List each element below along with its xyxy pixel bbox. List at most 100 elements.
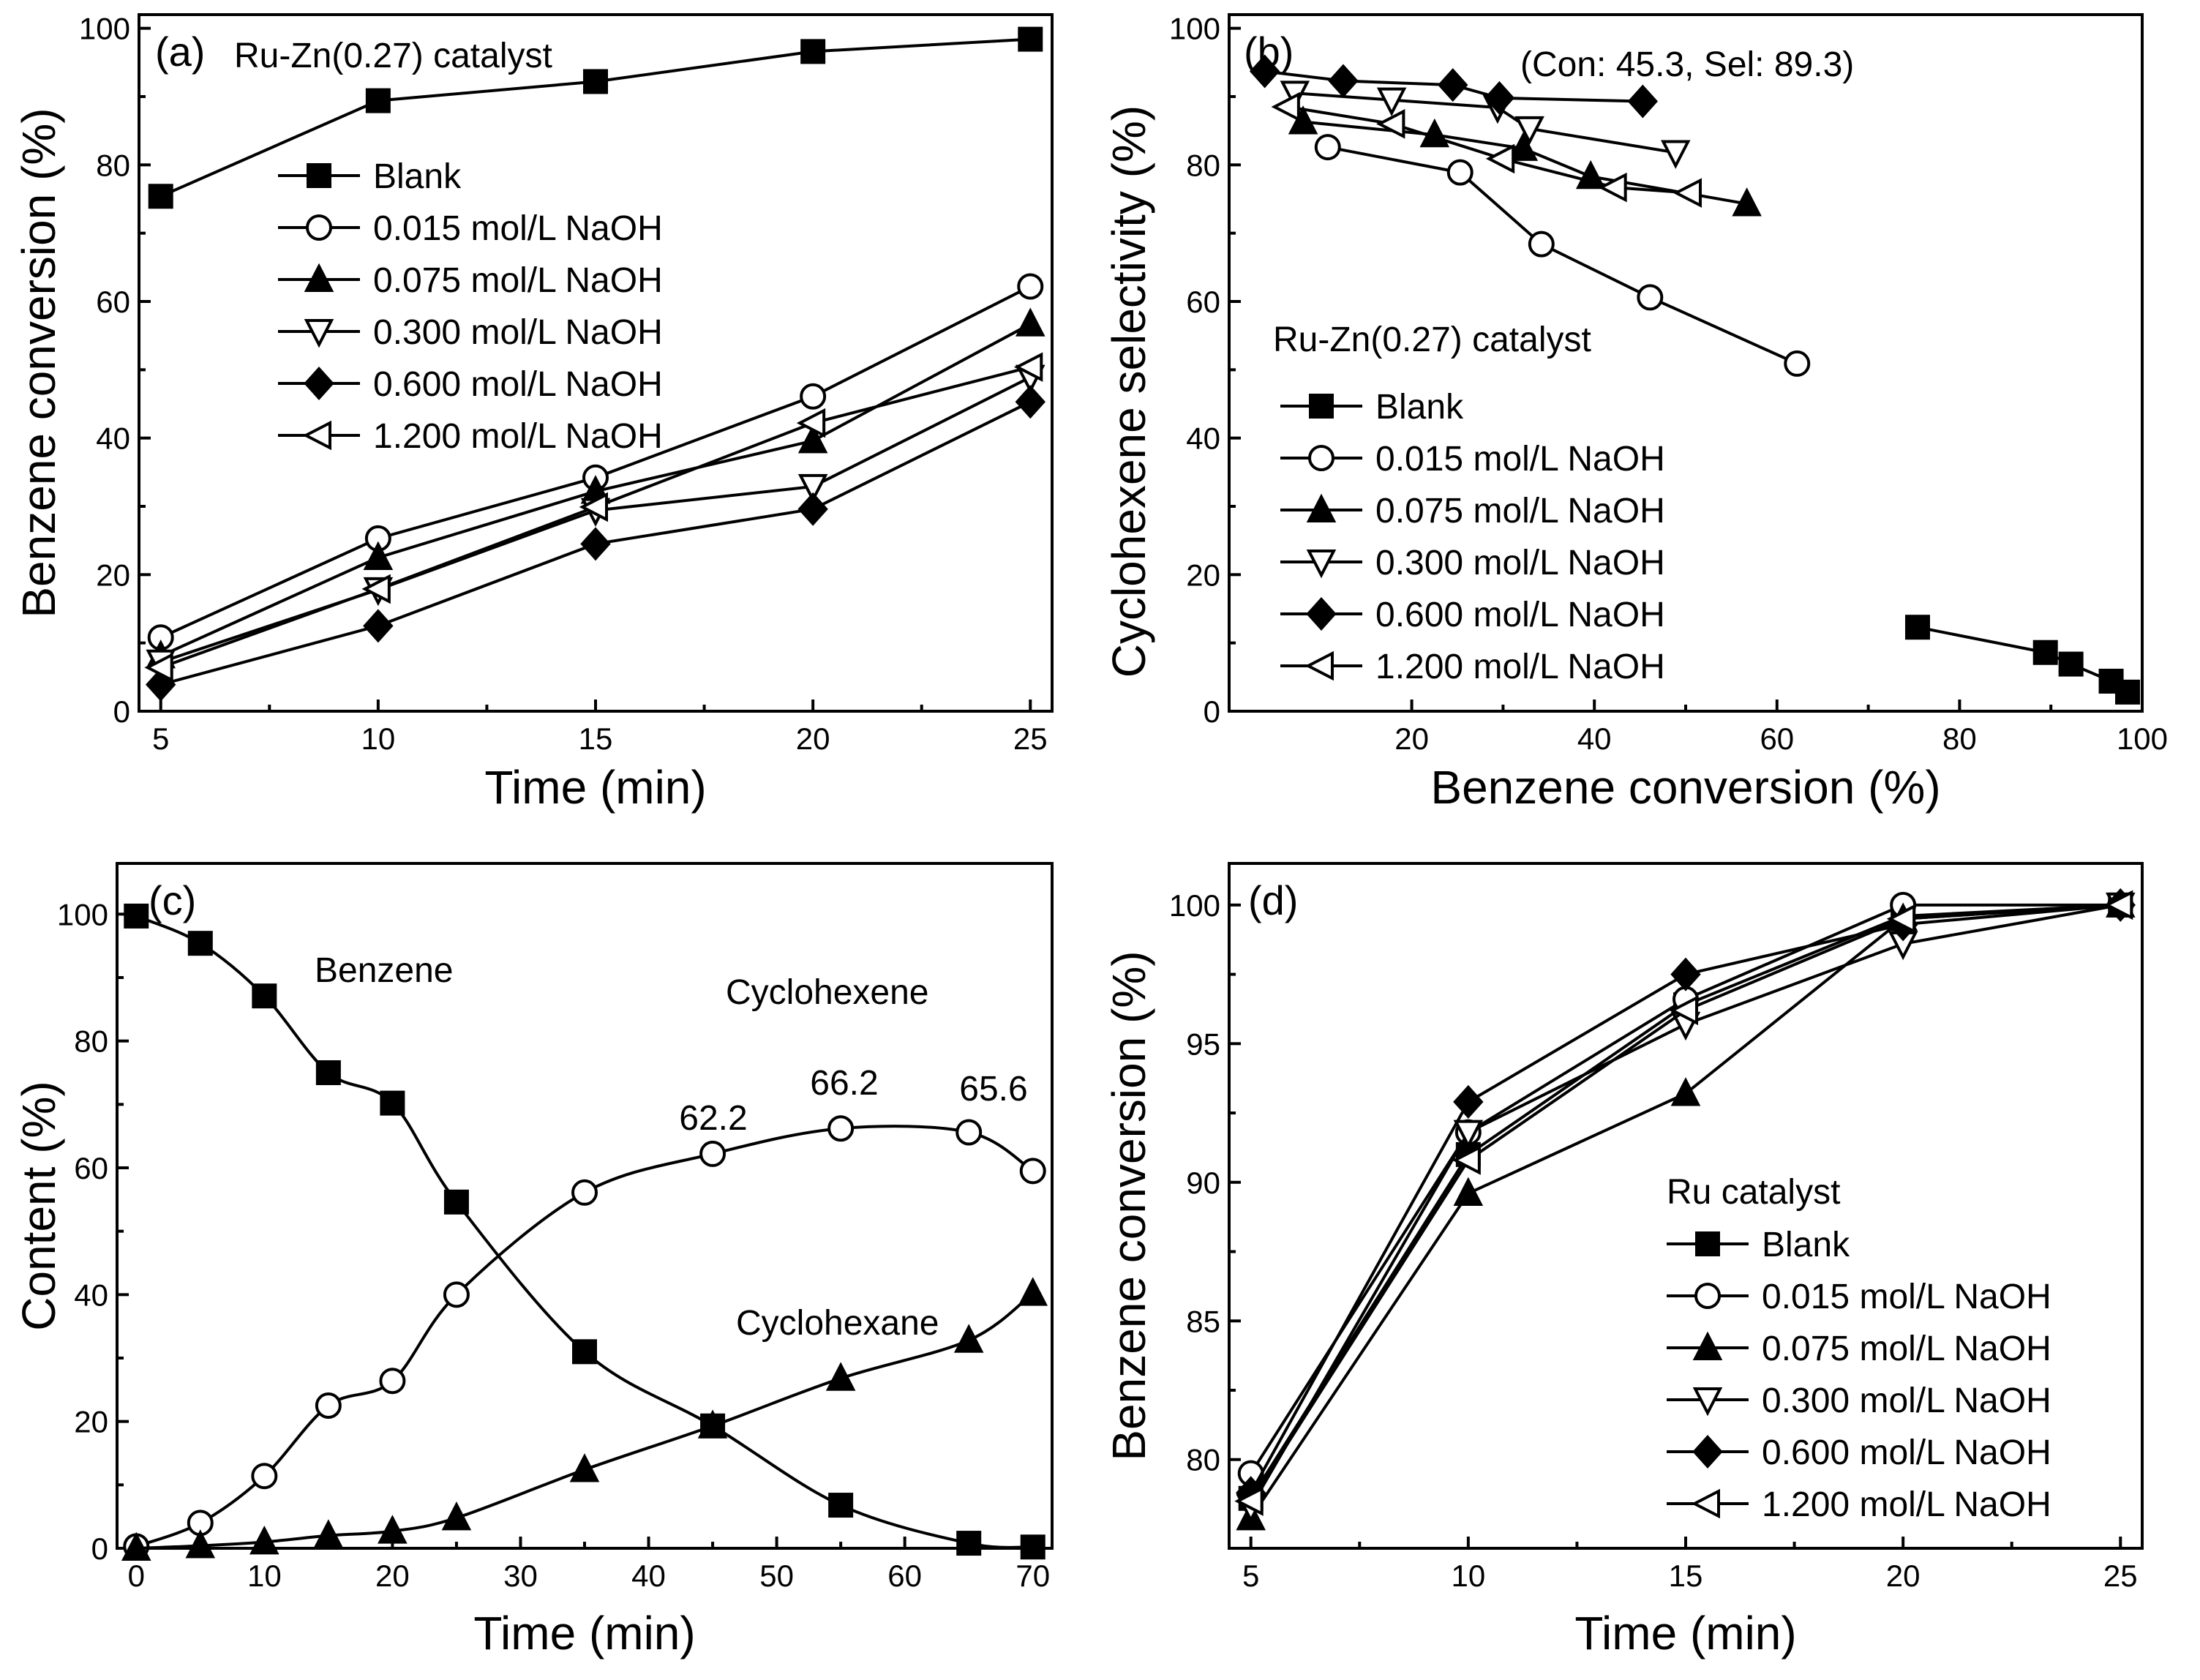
panel-d-legend-title: Ru catalyst (1667, 1173, 1840, 1212)
data-point-1-200-mol-l-naoh (1234, 1486, 1264, 1516)
data-point-1-200-mol-l-naoh (2103, 890, 2133, 920)
x-tick-label: 25 (2103, 1559, 2138, 1593)
legend-item-0-015-mol-l-naoh: 0.015 mol/L NaOH (1280, 440, 1665, 479)
legend-label: 0.600 mol/L NaOH (1375, 596, 1665, 634)
panel-c-ylabel: Content (%) (12, 1081, 65, 1330)
data-point-0-075-mol-l-naoh (1670, 1077, 1701, 1106)
legend-label: 0.075 mol/L NaOH (373, 261, 663, 300)
y-tick-label: 20 (74, 1405, 108, 1439)
data-point-cyclohexane (953, 1324, 984, 1353)
data-point-0-600-mol-l-naoh (580, 527, 611, 561)
series-0-075-mol-l-naoh (146, 307, 1045, 669)
data-point-0-075-mol-l-naoh (1288, 105, 1318, 135)
legend-item-0-600-mol-l-naoh: 0.600 mol/L NaOH (278, 365, 663, 404)
data-point-1-200-mol-l-naoh (1669, 995, 1698, 1026)
data-point-0-600-mol-l-naoh (1438, 68, 1468, 102)
legend-item-0-075-mol-l-naoh: 0.075 mol/L NaOH (278, 261, 663, 300)
x-tick-label: 5 (152, 721, 169, 756)
panel-a-ylabel: Benzene conversion (%) (12, 108, 65, 618)
data-point-0-300-mol-l-naoh (1453, 1120, 1484, 1149)
data-point-1-200-mol-l-naoh (1485, 143, 1515, 174)
panel-b: 20 40 60 80 100 0 20 40 60 80 100 (b) (Con: 45.3, … (1103, 12, 2168, 814)
panel-a-legend: Blank 0.015 mol/L NaOH 0.075 mol/L NaOH 0.3… (278, 157, 663, 456)
panel-a-label: (a) (155, 29, 205, 75)
data-point-benzene (1020, 1534, 1045, 1560)
panel-b-ticks: 20 40 60 80 100 0 20 40 60 80 100 (1169, 12, 2168, 756)
series-blank (148, 26, 1043, 209)
legend-label: 0.300 mol/L NaOH (1375, 544, 1665, 582)
panel-c-frame (116, 862, 1054, 1550)
data-point-1-200-mol-l-naoh (144, 652, 173, 683)
x-tick-label: 10 (361, 721, 395, 756)
panel-d-ylabel: Benzene conversion (%) (1103, 950, 1155, 1460)
x-tick-label: 60 (887, 1559, 922, 1593)
legend-label: Blank (1375, 388, 1464, 427)
x-tick-label: 20 (796, 721, 830, 756)
data-point-cyclohexane (313, 1519, 344, 1548)
data-point-0-015-mol-l-naoh (1528, 230, 1555, 258)
series-cyclohexene (123, 1115, 1046, 1560)
y-tick-label: 60 (74, 1151, 108, 1185)
y-tick-label: 40 (74, 1278, 108, 1312)
data-point-cyclohexane (441, 1501, 472, 1531)
data-point-0-015-mol-l-naoh (1446, 159, 1473, 186)
series-1-200-mol-l-naoh (144, 352, 1043, 683)
legend-marker-0-015-mol-l-naoh (306, 214, 332, 241)
legend-marker-blank (1309, 394, 1334, 419)
legend-marker-0-600-mol-l-naoh (1306, 597, 1337, 631)
y-tick-label: 20 (1186, 558, 1220, 592)
panel-a-ticks: 5 10 15 20 25 0 20 40 60 80 100 (79, 12, 1048, 756)
x-tick-label: 25 (1013, 721, 1048, 756)
data-point-1-200-mol-l-naoh (1271, 91, 1300, 122)
data-point-blank (148, 184, 173, 209)
y-tick-label: 60 (1186, 285, 1220, 319)
y-tick-label: 0 (1204, 694, 1220, 729)
data-point-1-200-mol-l-naoh (1376, 109, 1405, 139)
annotation-cyclohexane: Cyclohexane (736, 1304, 939, 1343)
y-tick-label: 40 (1186, 421, 1220, 456)
data-point-cyclohexane (825, 1362, 856, 1391)
legend-marker-0-015-mol-l-naoh (1694, 1283, 1721, 1309)
legend-label: 0.300 mol/L NaOH (1762, 1381, 2051, 1420)
x-tick-label: 100 (2117, 721, 2168, 756)
series-1-200-mol-l-naoh (1271, 91, 1702, 208)
panel-c-xlabel: Time (min) (473, 1607, 695, 1660)
series-benzene (124, 903, 1045, 1560)
series-line-blank (1917, 626, 2129, 694)
data-point-benzene (315, 1060, 341, 1085)
data-point-cyclohexene (251, 1463, 278, 1490)
legend-item-0-300-mol-l-naoh: 0.300 mol/L NaOH (1280, 544, 1665, 582)
data-point-cyclohexane (569, 1453, 600, 1482)
data-point-0-600-mol-l-naoh (1249, 54, 1280, 89)
panel-a-frame (138, 13, 1054, 713)
x-tick-label: 70 (1015, 1559, 1050, 1593)
data-point-cyclohexane (378, 1515, 408, 1544)
annotation-66-2: 66.2 (810, 1064, 878, 1103)
data-point-cyclohexene (699, 1140, 727, 1167)
y-tick-label: 40 (96, 421, 130, 456)
data-point-blank (2115, 679, 2141, 705)
panel-c-ticks: 0 10 20 30 40 50 60 70 0 20 40 60 80 100 (57, 897, 1050, 1593)
data-point-0-300-mol-l-naoh (797, 473, 828, 503)
legend-item-0-600-mol-l-naoh: 0.600 mol/L NaOH (1667, 1433, 2051, 1472)
data-point-0-600-mol-l-naoh (363, 609, 394, 643)
panel-d-series (1234, 888, 2136, 1531)
legend-label: 1.200 mol/L NaOH (373, 417, 663, 456)
data-point-cyclohexene (1019, 1158, 1046, 1185)
legend-marker-1-200-mol-l-naoh (1691, 1488, 1720, 1519)
data-point-1-200-mol-l-naoh (1013, 352, 1043, 382)
legend-marker-blank (1695, 1231, 1720, 1256)
legend-marker-0-075-mol-l-naoh (1692, 1331, 1723, 1360)
y-tick-label: 100 (57, 897, 108, 931)
data-point-0-015-mol-l-naoh (1784, 350, 1811, 377)
legend-marker-0-075-mol-l-naoh (304, 263, 334, 292)
panel-d-label: (d) (1248, 877, 1298, 923)
x-tick-label: 20 (1886, 1559, 1921, 1593)
panel-c-series (121, 903, 1048, 1561)
legend-label: 0.015 mol/L NaOH (373, 209, 663, 248)
data-point-0-015-mol-l-naoh (800, 383, 827, 410)
data-point-cyclohexane (697, 1409, 728, 1439)
panel-a-series (144, 26, 1045, 702)
data-point-benzene (828, 1493, 854, 1518)
